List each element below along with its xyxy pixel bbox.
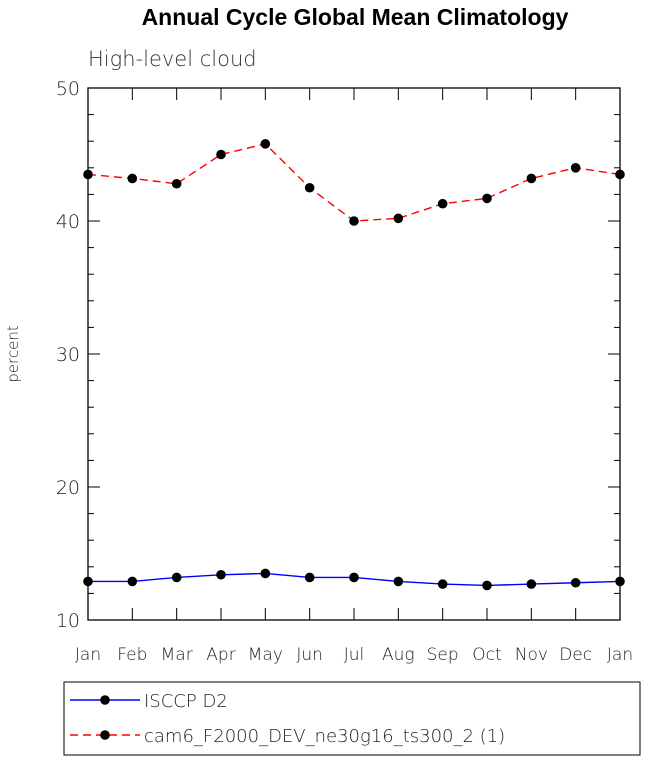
series-layer [83, 139, 625, 591]
legend-label-1: ISCCP D2 [144, 691, 228, 712]
y-tick-label: 50 [56, 78, 80, 100]
series-1-point [349, 572, 359, 583]
legend-box [63, 681, 641, 756]
y-axis-label: percent [4, 325, 22, 383]
legend-marker-1 [100, 695, 110, 705]
legend-marker-2 [100, 730, 110, 740]
legend: ISCCP D2 cam6_F2000_DEV_ne30g16_ts300_2 (… [70, 691, 505, 747]
x-tick-label: Feb [117, 645, 147, 665]
y-tick-label: 30 [56, 344, 80, 366]
series-2-point [127, 173, 138, 184]
chart-subtitle: High-level cloud [88, 47, 257, 71]
x-tick-label: May [248, 645, 283, 665]
x-tick-label: Dec [559, 645, 592, 665]
y-tick-label: 40 [56, 211, 80, 233]
series-2-point [304, 182, 315, 193]
series-2-point [171, 178, 182, 189]
series-2-point [349, 216, 359, 226]
x-tick-label: Jan [75, 645, 101, 665]
series-1-point [304, 572, 315, 583]
series-2-point [437, 198, 448, 209]
series-2-point [570, 163, 581, 173]
x-tick-label: Apr [206, 645, 235, 665]
series-2-point [615, 169, 625, 180]
plot-area-frame [87, 87, 621, 621]
x-tick-label: Jun [296, 645, 323, 665]
chart-title: Annual Cycle Global Mean Climatology [142, 4, 569, 30]
x-tick-label: Sep [427, 645, 459, 665]
series-1-point [437, 579, 448, 589]
series-2-point [482, 193, 492, 204]
legend-label-2: cam6_F2000_DEV_ne30g16_ts300_2 (1) [144, 726, 505, 747]
series-1-point [393, 576, 404, 587]
series-1-point [570, 577, 581, 588]
series-2-point [526, 173, 537, 184]
series-1-point [615, 576, 625, 587]
series-1-point [482, 580, 492, 591]
series-2-point [393, 213, 404, 224]
y-tick-label: 20 [56, 477, 80, 499]
y-axis: 10 20 30 40 50 [56, 78, 620, 632]
x-axis: Jan Feb Mar Apr May Jun Jul Aug Sep Oct Nov Dec Jan [75, 88, 633, 665]
series-1-point [526, 579, 537, 589]
series-2-point [216, 149, 226, 160]
x-tick-label: Mar [161, 645, 193, 665]
series-1-point [127, 576, 138, 587]
x-tick-label: Jul [344, 645, 365, 665]
series-2-point [260, 139, 271, 149]
series-1-point [83, 576, 93, 587]
series-1-point [260, 568, 271, 579]
x-tick-label: Aug [382, 645, 415, 665]
series-line-2 [87, 143, 621, 222]
y-tick-label: 10 [56, 610, 80, 632]
x-tick-label: Oct [472, 645, 501, 665]
x-tick-label: Jan [607, 645, 633, 665]
series-2-point [83, 169, 93, 180]
x-tick-label: Nov [515, 645, 548, 665]
series-1-point [171, 572, 182, 583]
series-1-point [216, 569, 226, 580]
